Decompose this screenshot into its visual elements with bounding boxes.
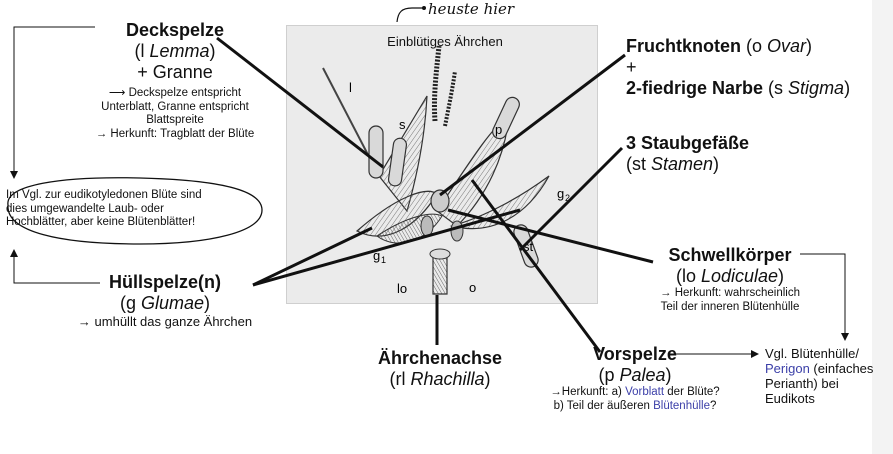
- fruchtknoten-narbe: 2-fiedrige Narbe (s Stigma): [626, 78, 851, 98]
- deckspelze-note1: ⟶ Deckspelze entspricht: [108, 87, 242, 99]
- schwellkoerper-note1: → Herkunft: wahrscheinlich: [660, 287, 800, 299]
- label-p: p: [495, 122, 502, 137]
- fruchtknoten-block: Fruchtknoten (o Ovar) + 2-fiedrige Narbe…: [626, 36, 876, 99]
- bracket-deckspelze: [10, 26, 95, 179]
- staubgefaesse-subtitle: (st Stamen): [626, 154, 720, 174]
- aehrchenachse-block: Ährchenachse (rl Rhachilla): [340, 348, 540, 390]
- staubgefaesse-title: 3 Staubgefäße: [626, 133, 750, 153]
- staubgefaesse-block: 3 Staubgefäße (st Stamen): [626, 133, 826, 175]
- vorspelze-block: Vorspelze (p Palea) →Herkunft: a) Vorbla…: [530, 344, 740, 413]
- pointer-vorspelze: [470, 179, 602, 353]
- vorspelze-note1: →Herkunft: a) Vorblatt der Blüte?: [550, 386, 720, 398]
- fruchtknoten-plus: +: [626, 57, 637, 77]
- bracket-huellspelze: [10, 249, 100, 284]
- photo-title: Einblütiges Ährchen: [387, 34, 503, 49]
- circled-note-line1: Im Vgl. zur eudikotyledonen Blüte sind: [6, 189, 202, 201]
- pointer-schwellkoerper: [447, 208, 654, 264]
- vgl-line3: Perianth) bei: [765, 376, 839, 391]
- bracket-schwellkoerper: [800, 253, 849, 341]
- huellspelze-block: Hüllspelze(n) (g Glumae) → umhüllt das g…: [50, 272, 280, 329]
- deckspelze-note2: Unterblatt, Granne entspricht: [101, 100, 249, 113]
- pointer-deckspelze: [216, 36, 384, 169]
- schwellkoerper-subtitle: (lo Lodiculae): [675, 266, 785, 286]
- huellspelze-title: Hüllspelze(n): [108, 272, 221, 292]
- circled-note-outline: [7, 177, 263, 245]
- deckspelze-subtitle: (l Lemma): [134, 41, 216, 61]
- deckspelze-title: Deckspelze: [125, 20, 225, 40]
- huellspelze-subtitle: (g Glumae): [119, 293, 211, 313]
- vgl-line4: Eudikots: [765, 391, 815, 406]
- handwritten-arrow: [396, 7, 424, 23]
- vgl-line1: Vgl. Blütenhülle/: [765, 346, 859, 361]
- aehrchenachse-subtitle: (rl Rhachilla): [389, 369, 491, 389]
- circled-note-line2: dies umgewandelte Laub- oder: [6, 202, 164, 215]
- right-edge-strip: [872, 0, 893, 454]
- deckspelze-block: Deckspelze (l Lemma) + Granne ⟶ Deckspel…: [60, 20, 290, 141]
- pointer-fruchtknoten: [439, 53, 626, 197]
- handwritten-note: heuste hier: [428, 0, 515, 18]
- label-s: s: [399, 117, 406, 132]
- huellspelze-note: → umhüllt das ganze Ährchen: [77, 314, 253, 329]
- vgl-line2: Perigon (einfaches: [765, 361, 874, 376]
- label-st: st: [523, 239, 534, 254]
- fruchtknoten-title: Fruchtknoten (o Ovar): [626, 36, 813, 56]
- deckspelze-granne: + Granne: [137, 62, 213, 82]
- circled-note-line3: Hochblätter, aber keine Blütenblätter!: [6, 216, 196, 228]
- label-g1-sub: 1: [381, 255, 386, 265]
- label-g2-sub: 2: [565, 193, 570, 203]
- deckspelze-note3: Blattspreite: [146, 114, 204, 126]
- label-lo: lo: [397, 281, 407, 296]
- vorspelze-note2: b) Teil der äußeren Blütenhülle?: [553, 399, 717, 412]
- vorspelze-subtitle: (p Palea): [598, 365, 672, 385]
- circled-note: Im Vgl. zur eudikotyledonen Blüte sind d…: [6, 189, 268, 230]
- schwellkoerper-title: Schwellkörper: [668, 245, 792, 265]
- label-g2: g: [557, 186, 564, 201]
- label-g1: g: [373, 248, 380, 263]
- aehrchenachse-title: Ährchenachse: [377, 348, 503, 368]
- spikelet-illustration: l s p g 2 g 1 st lo o Einblütiges Ährche…: [286, 25, 598, 304]
- pointer-huellspelze-2: [252, 208, 521, 287]
- label-l: l: [349, 80, 352, 95]
- schwellkoerper-block: Schwellkörper (lo Lodiculae) → Herkunft:…: [630, 245, 830, 314]
- vorspelze-title: Vorspelze: [593, 344, 677, 364]
- pointer-staubgefaesse: [518, 146, 624, 252]
- pointer-huellspelze-1: [252, 226, 373, 287]
- deckspelze-note4: → Herkunft: Tragblatt der Blüte: [95, 127, 255, 140]
- vgl-block: Vgl. Blütenhülle/ Perigon (einfaches Per…: [765, 346, 875, 406]
- label-o: o: [469, 280, 476, 295]
- schwellkoerper-note2: Teil der inneren Blütenhülle: [660, 300, 800, 313]
